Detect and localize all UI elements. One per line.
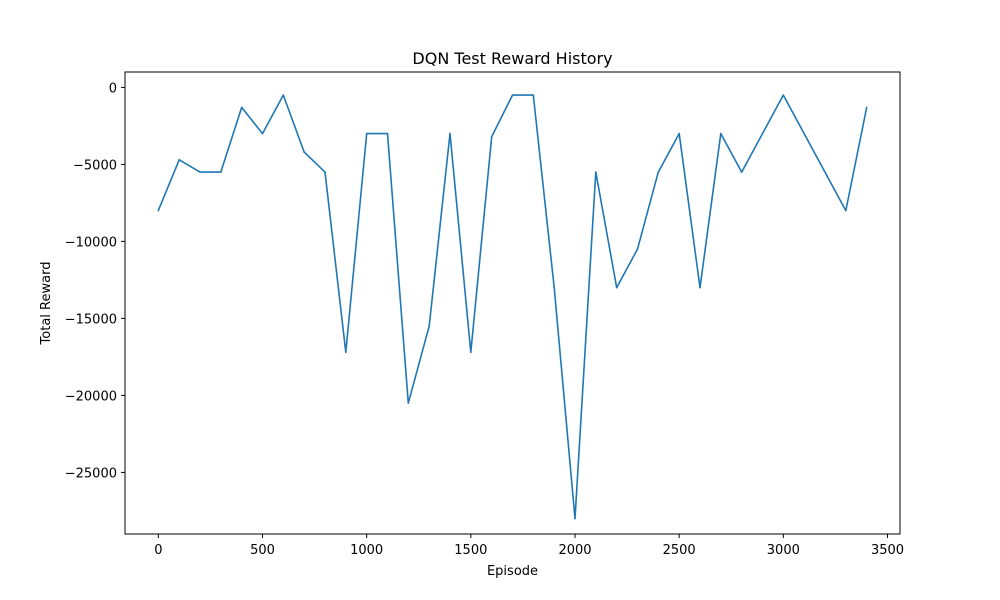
data-point	[365, 132, 368, 135]
x-tick-label: 2000	[558, 543, 591, 558]
data-point	[428, 325, 431, 327]
data-point	[449, 132, 451, 135]
data-point	[157, 209, 160, 212]
data-point	[470, 351, 472, 354]
x-axis: 0 500 1000 1500 2000 2500 3000 3500	[154, 534, 904, 558]
data-point	[657, 171, 660, 173]
data-point	[199, 171, 201, 173]
data-point	[345, 351, 347, 354]
y-axis-title: Total Reward	[39, 262, 54, 346]
y-tick-label: 0	[109, 81, 117, 96]
data-point	[240, 106, 243, 109]
data-point	[678, 132, 680, 135]
y-tick-label: −10000	[65, 235, 117, 250]
data-point	[720, 132, 722, 135]
x-tick-label: 500	[250, 543, 275, 558]
data-point	[615, 286, 618, 289]
y-axis: 0 −5000 −10000 −15000 −20000 −25000	[65, 81, 125, 481]
data-point	[303, 151, 306, 153]
x-tick-label: 3500	[871, 543, 904, 558]
data-point	[220, 171, 222, 173]
data-point	[740, 171, 743, 173]
data-point	[532, 94, 535, 96]
data-point	[782, 94, 785, 96]
data-point	[845, 209, 847, 212]
data-point	[490, 135, 493, 138]
x-tick-label: 3000	[767, 543, 800, 558]
data-point	[386, 132, 389, 135]
x-tick-label: 0	[154, 543, 162, 558]
data-point	[574, 517, 576, 520]
x-tick-label: 1000	[350, 543, 383, 558]
data-point	[636, 248, 639, 250]
data-point	[178, 159, 180, 161]
data-point	[699, 286, 701, 289]
data-point	[553, 286, 555, 289]
data-point	[282, 94, 285, 96]
chart-title: DQN Test Reward History	[412, 49, 612, 68]
x-tick-label: 2500	[663, 543, 696, 558]
y-tick-label: −25000	[65, 466, 117, 481]
y-tick-label: −20000	[65, 389, 117, 404]
data-point	[261, 132, 264, 135]
data-point	[407, 402, 410, 404]
x-axis-title: Episode	[487, 564, 538, 579]
reward-series-line	[157, 94, 868, 520]
data-point	[511, 94, 514, 96]
data-point	[324, 171, 326, 173]
plot-frame	[124, 71, 901, 535]
data-point	[595, 171, 597, 173]
y-tick-label: −15000	[65, 312, 117, 327]
data-point	[865, 106, 868, 109]
y-tick-label: −5000	[73, 158, 117, 173]
plot-area	[157, 94, 868, 520]
x-tick-label: 1500	[454, 543, 487, 558]
